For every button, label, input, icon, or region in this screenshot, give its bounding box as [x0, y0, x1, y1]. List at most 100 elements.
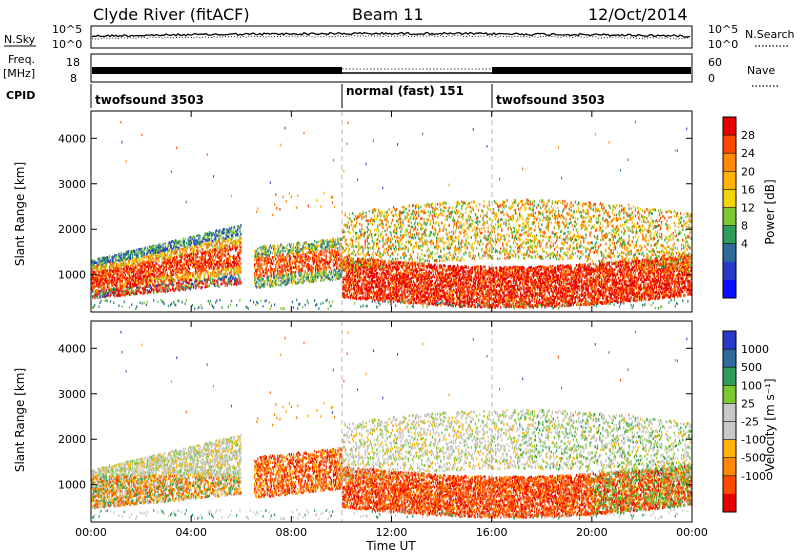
power-cell	[159, 265, 161, 269]
power-cell	[296, 248, 298, 252]
power-cell	[120, 253, 122, 257]
power-cell	[286, 248, 288, 251]
power-cell	[349, 296, 351, 300]
power-cell	[134, 280, 136, 283]
power-cell	[105, 299, 107, 302]
power-cell	[212, 271, 214, 274]
power-cell	[238, 255, 240, 259]
power-cell	[199, 274, 201, 278]
power-cell	[128, 286, 131, 289]
power-cell	[300, 260, 302, 264]
power-cell	[304, 303, 306, 307]
power-cell	[224, 275, 226, 279]
power-cell	[190, 254, 193, 258]
power-cell	[223, 237, 225, 241]
power-cell	[131, 283, 133, 286]
power-cell	[195, 285, 197, 288]
power-cell	[208, 258, 211, 262]
power-cell	[281, 272, 283, 275]
power-cell	[258, 256, 260, 259]
power-cell	[317, 276, 319, 279]
power-cell	[162, 263, 164, 266]
power-cell	[172, 259, 174, 263]
power-cell	[145, 278, 147, 282]
power-cell	[170, 261, 173, 265]
power-cell	[346, 264, 348, 268]
power-cell	[114, 270, 116, 273]
power-cell	[132, 264, 134, 267]
power-cell	[102, 263, 104, 266]
power-cell	[175, 267, 177, 271]
power-cell	[348, 261, 350, 265]
power-cell	[184, 255, 186, 259]
power-cell	[275, 251, 277, 255]
power-cell	[345, 294, 347, 298]
power-cell	[173, 278, 175, 281]
power-cell	[170, 256, 173, 259]
power-cell	[131, 263, 133, 266]
power-cell	[185, 200, 187, 204]
power-cell	[205, 279, 207, 283]
power-cell	[100, 264, 102, 267]
power-cell	[331, 245, 334, 249]
power-cell	[267, 268, 269, 272]
power-cell	[332, 158, 334, 162]
power-cell	[145, 303, 147, 307]
power-cell	[236, 280, 238, 284]
power-cell	[197, 248, 199, 252]
power-cell	[259, 255, 261, 259]
power-cell	[95, 284, 97, 288]
power-cell	[160, 249, 162, 253]
power-cell	[263, 283, 265, 286]
power-cell	[220, 255, 222, 259]
power-cell	[195, 286, 197, 290]
power-cell	[295, 281, 297, 284]
power-cell	[103, 288, 105, 292]
power-cell	[356, 217, 358, 220]
power-cell	[214, 284, 216, 287]
power-cell	[229, 227, 232, 231]
power-cell	[160, 275, 162, 279]
power-cell	[304, 261, 306, 264]
power-cell	[106, 299, 108, 303]
power-cell	[326, 275, 328, 279]
power-cell	[190, 282, 193, 286]
power-cell	[196, 234, 198, 238]
power-cell	[220, 234, 222, 238]
power-cell	[280, 143, 282, 147]
power-cell	[113, 269, 115, 273]
power-cell	[277, 275, 279, 279]
power-cell	[169, 265, 172, 268]
power-cell	[270, 274, 273, 278]
power-cell	[310, 273, 313, 277]
power-cell	[238, 261, 240, 265]
power-cell	[233, 226, 235, 229]
power-cell	[95, 294, 97, 297]
power-cell	[125, 250, 127, 254]
power-cell	[112, 284, 114, 287]
power-cell	[197, 283, 199, 286]
power-cell	[184, 245, 186, 249]
power-cell	[294, 273, 296, 276]
power-cell	[345, 266, 347, 270]
power-cell	[175, 246, 177, 249]
power-cell	[215, 248, 217, 251]
power-cell	[221, 256, 223, 259]
power-cell	[166, 261, 168, 265]
power-cell	[235, 240, 237, 244]
power-cell	[163, 252, 165, 255]
power-cell	[178, 243, 180, 246]
power-cell	[146, 276, 148, 279]
power-cell	[303, 246, 305, 250]
power-cell	[335, 255, 337, 259]
power-cell	[342, 286, 344, 290]
power-cell	[180, 277, 182, 280]
power-cell	[100, 289, 102, 292]
power-cell	[281, 266, 283, 269]
power-cell	[357, 259, 359, 262]
power-cell	[336, 253, 338, 257]
power-cell	[95, 289, 97, 293]
power-cell	[322, 274, 324, 277]
power-cell	[128, 261, 131, 264]
power-cell	[141, 286, 143, 290]
